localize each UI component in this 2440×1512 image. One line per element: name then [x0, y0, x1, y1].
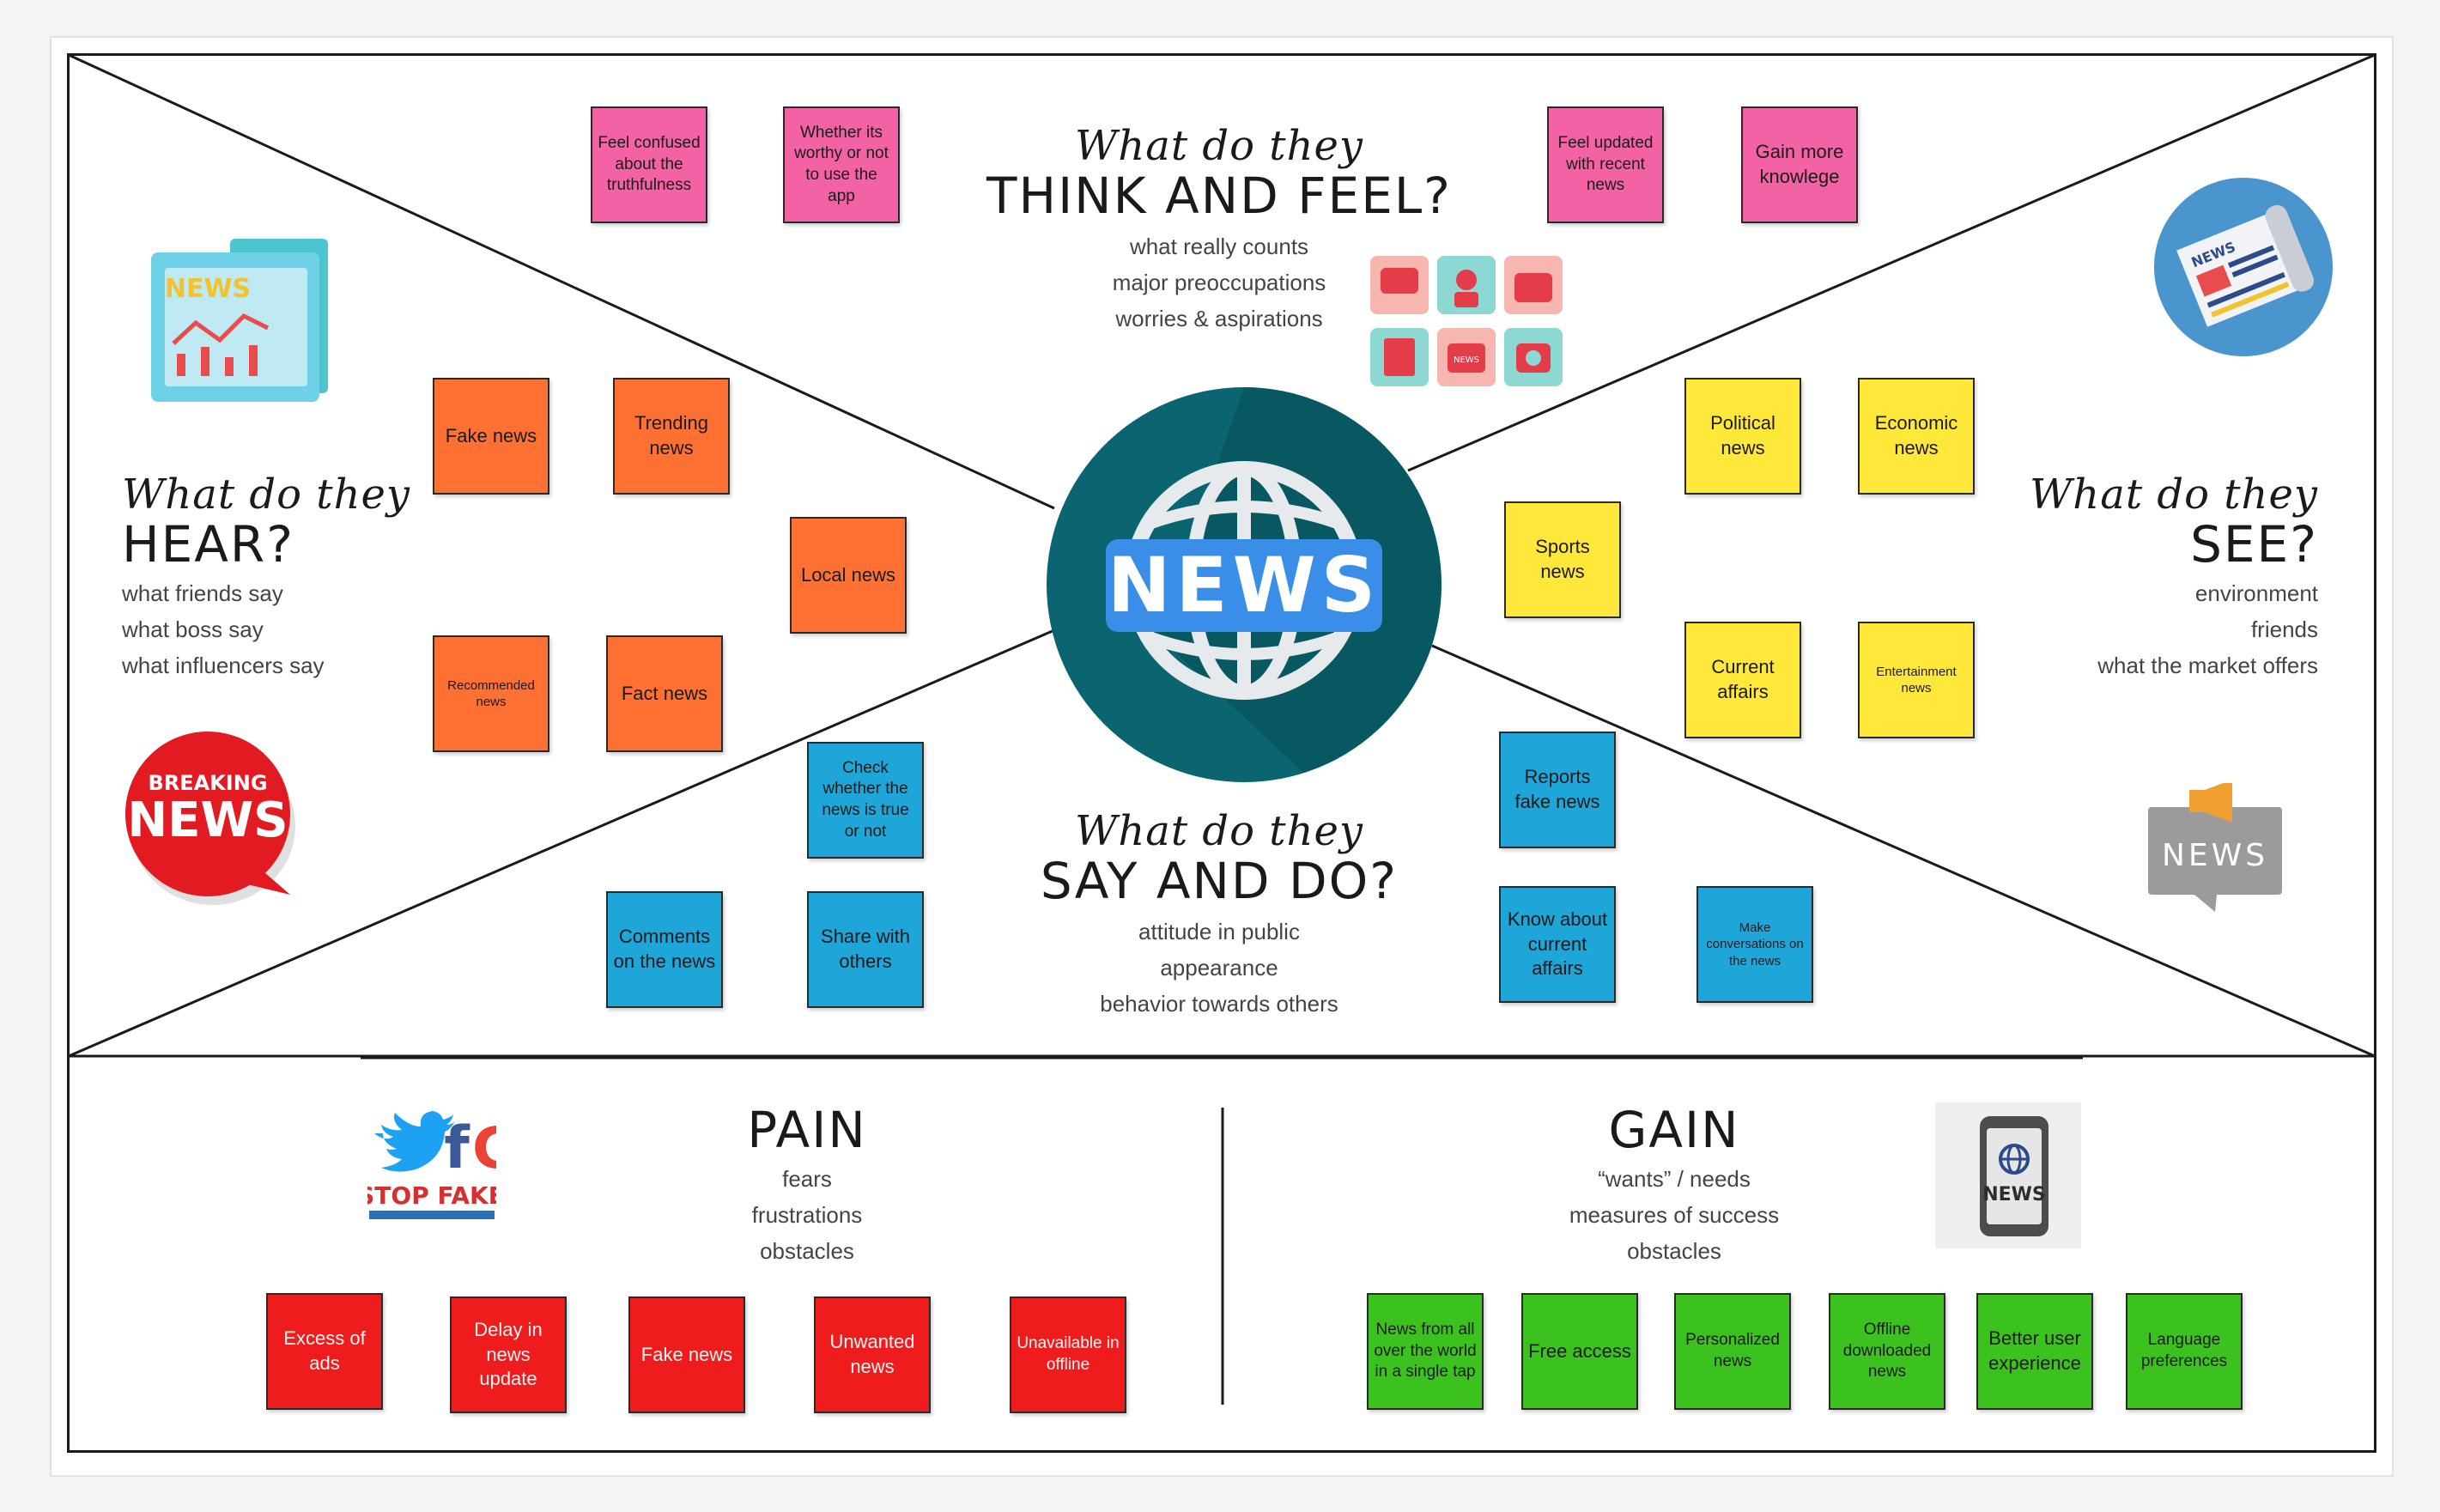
gain-line-2: measures of success: [1569, 1202, 1780, 1228]
gain-section: GAIN “wants” / needs measures of success…: [1502, 1101, 1846, 1269]
sticky-note[interactable]: Share with others: [807, 891, 924, 1008]
sticky-note[interactable]: Better user experience: [1976, 1293, 2093, 1410]
center-logo-label: NEWS: [1108, 541, 1381, 629]
sticky-note[interactable]: Fake news: [433, 378, 549, 495]
say-do-section: What do they SAY AND DO? attitude in pub…: [927, 807, 1511, 1022]
sticky-note[interactable]: News from all over the world in a single…: [1367, 1293, 1484, 1410]
news-sign-image: NEWS: [2143, 780, 2287, 912]
phone-news-label: NEWS: [1982, 1184, 2046, 1205]
see-line-2: friends: [2250, 616, 2318, 642]
sticky-note[interactable]: Feel confused about the truthfulness: [591, 106, 707, 223]
sticky-note[interactable]: Language preferences: [2126, 1293, 2243, 1410]
say-do-line-1: attitude in public: [1138, 919, 1300, 944]
sticky-note[interactable]: Fake news: [628, 1296, 745, 1413]
sticky-note[interactable]: Delay in news update: [450, 1296, 567, 1413]
sticky-note[interactable]: Political news: [1684, 378, 1801, 495]
news-icon-grid: NEWS: [1369, 254, 1566, 392]
stop-fake-label: STOP FAKE: [367, 1181, 496, 1210]
svg-text:G: G: [472, 1115, 496, 1181]
sticky-note[interactable]: Entertainment news: [1858, 622, 1975, 738]
say-do-heading: SAY AND DO?: [1040, 852, 1399, 910]
hear-script: What do they: [122, 471, 411, 519]
pain-section: PAIN fears frustrations obstacles: [635, 1101, 979, 1269]
see-line-3: what the market offers: [2097, 653, 2318, 678]
icon-grid-tv-label: NEWS: [1454, 355, 1479, 365]
diagonal-bottom-left: [68, 628, 1055, 1058]
see-line-1: environment: [2194, 580, 2318, 606]
sticky-note[interactable]: Unavailable in offline: [1010, 1296, 1126, 1413]
diagonal-top-left: [68, 53, 1055, 510]
gain-line-3: obstacles: [1627, 1238, 1721, 1264]
think-feel-line-2: major preoccupations: [1112, 270, 1326, 295]
sticky-note[interactable]: Whether its worthy or not to use the app: [783, 106, 900, 223]
sticky-note[interactable]: Local news: [790, 517, 907, 634]
sticky-note[interactable]: Economic news: [1858, 378, 1975, 495]
sticky-note[interactable]: Offline downloaded news: [1829, 1293, 1945, 1410]
pain-line-1: fears: [782, 1166, 832, 1192]
sticky-note[interactable]: Know about current affairs: [1499, 886, 1616, 1003]
sticky-note[interactable]: Feel updated with recent news: [1547, 106, 1664, 223]
breaking-news-image: BREAKING NEWS: [118, 726, 299, 907]
sticky-note[interactable]: Check whether the news is true or not: [807, 742, 924, 859]
center-news-logo: NEWS: [1046, 386, 1442, 783]
diagonal-top-right: [1407, 53, 2376, 472]
stop-fake-image: f G STOP FAKE: [357, 1108, 519, 1223]
hear-line-2: what boss say: [122, 616, 264, 642]
hear-line-3: what influencers say: [122, 653, 325, 678]
hear-line-1: what friends say: [122, 580, 283, 606]
newspaper-image: NEWS: [148, 234, 335, 405]
sticky-note[interactable]: Recommended news: [433, 635, 549, 752]
news-sign-label: NEWS: [2162, 838, 2268, 873]
sticky-note[interactable]: Sports news: [1504, 501, 1621, 618]
breaking-news-bottom: NEWS: [127, 792, 288, 848]
diagonal-bottom-right: [1431, 644, 2376, 1058]
empathy-map-frame: [67, 53, 2376, 1453]
phone-news-image: NEWS: [1935, 1102, 2081, 1248]
sticky-note[interactable]: Make conversations on the news: [1696, 886, 1813, 1003]
think-feel-section: What do they THINK AND FEEL? what really…: [927, 122, 1511, 337]
think-feel-heading: THINK AND FEEL?: [986, 167, 1452, 225]
say-do-script: What do they: [1074, 807, 1364, 855]
say-do-line-3: behavior towards others: [1100, 991, 1338, 1017]
sticky-note[interactable]: Fact news: [606, 635, 723, 752]
breaking-news-top: BREAKING: [148, 771, 267, 795]
sticky-note[interactable]: Comments on the news: [606, 891, 723, 1008]
see-heading: SEE?: [2190, 515, 2318, 574]
svg-text:f: f: [444, 1114, 470, 1182]
pain-line-2: frustrations: [751, 1202, 863, 1228]
sticky-note[interactable]: Reports fake news: [1499, 732, 1616, 848]
hear-heading: HEAR?: [122, 515, 295, 574]
newspaper-roll-image: NEWS: [2153, 177, 2334, 357]
think-feel-line-1: what really counts: [1129, 234, 1309, 259]
pain-line-3: obstacles: [760, 1238, 854, 1264]
sticky-note[interactable]: Excess of ads: [266, 1293, 383, 1410]
sticky-note[interactable]: Gain more knowlege: [1741, 106, 1858, 223]
think-feel-script: What do they: [1074, 122, 1364, 170]
gain-heading: GAIN: [1608, 1101, 1740, 1159]
say-do-line-2: appearance: [1160, 955, 1278, 981]
sticky-note[interactable]: Current affairs: [1684, 622, 1801, 738]
sticky-note[interactable]: Unwanted news: [814, 1296, 931, 1413]
sticky-note[interactable]: Trending news: [613, 378, 730, 495]
gain-line-1: “wants” / needs: [1598, 1166, 1751, 1192]
see-section: What do they SEE? environment friends wh…: [1957, 471, 2318, 683]
think-feel-line-3: worries & aspirations: [1115, 306, 1323, 331]
pain-heading: PAIN: [747, 1101, 867, 1159]
hear-section: What do they HEAR? what friends say what…: [122, 471, 483, 683]
sticky-note[interactable]: Personalized news: [1674, 1293, 1791, 1410]
see-script: What do they: [2029, 471, 2318, 519]
newspaper-image-label: NEWS: [165, 274, 251, 304]
sticky-note[interactable]: Free access: [1521, 1293, 1638, 1410]
